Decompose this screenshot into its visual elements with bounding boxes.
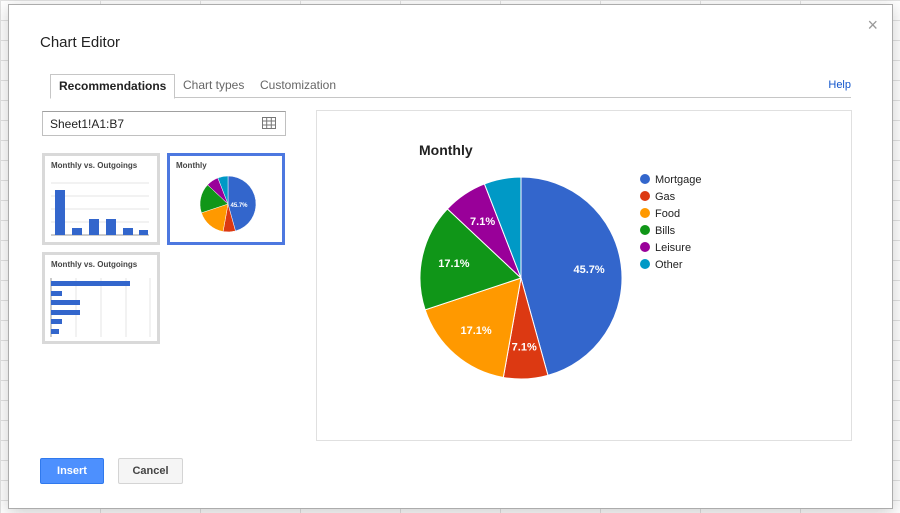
thumbnail-title: Monthly vs. Outgoings [51, 260, 138, 269]
pie-label-gas: 7.1% [512, 342, 537, 354]
legend-swatch-other [640, 259, 650, 269]
tab-customization[interactable]: Customization [260, 78, 337, 92]
pie-slice-food [424, 277, 522, 379]
pie-slice-mortgage [227, 175, 257, 232]
chart-preview: Monthly 45.7% 7.1% 17.1% 17.1% 7.1% Mortgage… [316, 110, 852, 441]
legend-label-bills: Bills [655, 225, 676, 237]
thumbnail-title: Monthly [176, 161, 207, 170]
legend-label-other: Other [655, 259, 683, 271]
legend-label-mortgage: Mortgage [655, 174, 701, 186]
pie-label-bills: 17.1% [438, 258, 469, 270]
chart-title: Monthly [419, 142, 473, 158]
legend-swatch-food [640, 208, 650, 218]
dialog-title: Chart Editor [40, 34, 121, 51]
tab-recommendations[interactable]: Recommendations [50, 74, 176, 99]
grid-select-icon[interactable] [262, 117, 276, 129]
bar-chart-preview-icon [50, 278, 151, 337]
pie-slice-other [483, 176, 522, 279]
insert-button[interactable]: Insert [40, 458, 104, 484]
data-range-input[interactable] [42, 111, 286, 136]
thumbnail-title: Monthly vs. Outgoings [51, 161, 138, 170]
pie-chart-preview-icon: 45.7% [199, 175, 257, 233]
thumbnail-pie-chart[interactable]: Monthly 45.7% [167, 153, 285, 245]
pie-label-mortgage: 45.7% [573, 264, 604, 276]
legend-label-gas: Gas [655, 191, 676, 203]
pie-chart: Monthly 45.7% 7.1% 17.1% 17.1% 7.1% Mortgage… [419, 142, 701, 380]
cancel-button[interactable]: Cancel [118, 458, 183, 484]
thumbnail-column-chart[interactable]: Monthly vs. Outgoings [42, 153, 160, 245]
pie-slice-other [217, 175, 229, 205]
close-icon[interactable]: × [867, 15, 878, 35]
pie-label-food: 17.1% [460, 325, 491, 337]
pie-slice-bills [419, 208, 522, 311]
legend-swatch-gas [640, 191, 650, 201]
legend-label-food: Food [655, 208, 680, 220]
legend-swatch-mortgage [640, 174, 650, 184]
thumbnail-pie-label: 45.7% [230, 203, 248, 209]
pie-slice-mortgage [520, 176, 623, 376]
help-link[interactable]: Help [828, 79, 851, 91]
tab-bar: Recommendations Chart types Customizatio… [50, 74, 851, 99]
tab-chart-types[interactable]: Chart types [183, 78, 245, 92]
chart-editor-dialog: Chart Editor × Recommendations Chart typ… [8, 4, 893, 509]
legend-swatch-bills [640, 225, 650, 235]
pie-label-leisure: 7.1% [470, 216, 495, 228]
column-chart-preview-icon [51, 182, 149, 236]
legend-swatch-leisure [640, 242, 650, 252]
legend-label-leisure: Leisure [655, 242, 691, 254]
thumbnail-bar-chart[interactable]: Monthly vs. Outgoings [42, 252, 160, 344]
